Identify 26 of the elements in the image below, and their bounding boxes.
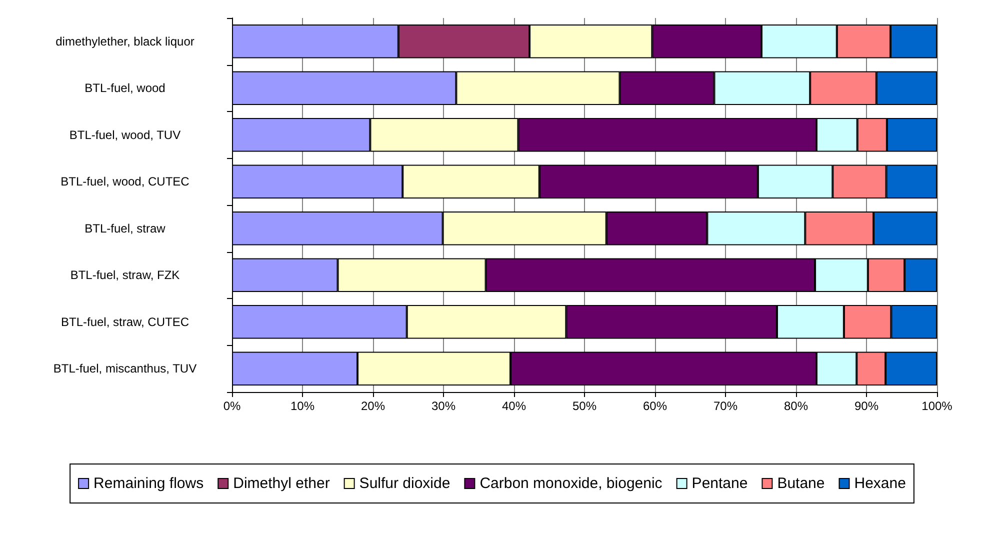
legend-label: Sulfur dioxide xyxy=(359,475,450,492)
legend-label: Remaining flows xyxy=(94,475,204,492)
y-tick-label: BTL-fuel, straw, CUTEC xyxy=(60,314,190,329)
y-tick-label: BTL-fuel, straw, FZK xyxy=(70,268,180,282)
legend-label: Pentane xyxy=(692,475,748,492)
y-tick-label: BTL-fuel, wood, CUTEC xyxy=(60,174,190,189)
y-tick-label: BTL-fuel, miscanthus, TUV xyxy=(53,362,197,376)
y-tick-label: BTL-fuel, wood xyxy=(84,81,166,96)
legend-label: Carbon monoxide, biogenic xyxy=(480,475,663,492)
x-tick-label: 50% xyxy=(572,399,597,413)
legend-label: Butane xyxy=(777,475,825,492)
x-tick-label: 30% xyxy=(431,399,456,413)
legend-label: Hexane xyxy=(854,475,906,492)
legend-label: Dimethyl ether xyxy=(233,475,330,492)
x-tick-label: 80% xyxy=(784,399,808,413)
x-tick-label: 60% xyxy=(642,399,668,413)
x-tick-label: 20% xyxy=(360,399,386,413)
y-tick-label: BTL-fuel, straw xyxy=(84,221,166,236)
x-tick-label: 70% xyxy=(713,399,738,413)
x-tick-label: 0% xyxy=(223,399,241,413)
y-tick-label: BTL-fuel, wood, TUV xyxy=(69,128,181,142)
x-tick-label: 10% xyxy=(290,399,315,413)
y-tick-label: dimethylether, black liquor xyxy=(56,34,194,48)
x-tick-label: 40% xyxy=(502,399,526,413)
x-tick-label: 100% xyxy=(922,399,953,413)
x-tick-label: 90% xyxy=(854,399,879,413)
